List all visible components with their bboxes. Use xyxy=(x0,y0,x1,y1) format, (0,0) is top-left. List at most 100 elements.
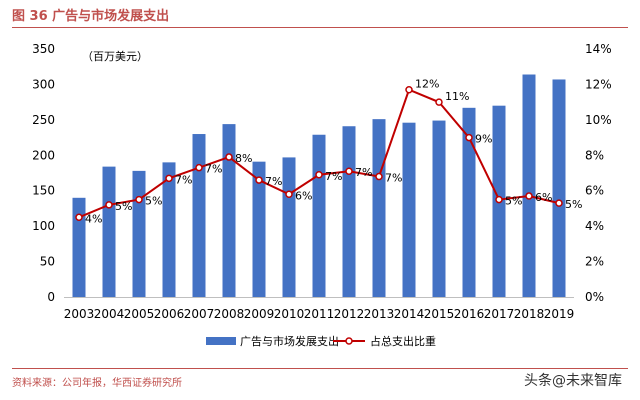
x-tick-label: 2019 xyxy=(544,307,575,321)
bar xyxy=(192,134,206,297)
data-label: 11% xyxy=(445,90,469,103)
right-tick-label: 6% xyxy=(585,184,604,198)
x-tick-label: 2017 xyxy=(484,307,515,321)
data-label: 7% xyxy=(355,166,372,179)
legend-line-marker xyxy=(345,337,353,345)
line-point xyxy=(465,133,473,142)
data-label: 9% xyxy=(475,133,492,146)
source-note: 资料来源：公司年报，华西证券研究所 xyxy=(12,378,182,389)
x-tick-label: 2018 xyxy=(514,307,545,321)
left-tick-label: 200 xyxy=(32,148,55,162)
bar xyxy=(252,161,266,297)
bar xyxy=(462,107,476,297)
x-tick-label: 2005 xyxy=(124,307,155,321)
data-label: 5% xyxy=(145,195,162,208)
line-point xyxy=(165,174,173,183)
bar xyxy=(342,126,356,297)
left-tick-label: 250 xyxy=(32,113,55,127)
line-point xyxy=(255,176,263,184)
line-point xyxy=(345,167,353,175)
right-tick-label: 2% xyxy=(585,255,604,269)
left-tick-label: 100 xyxy=(32,219,55,233)
bar xyxy=(402,122,416,297)
data-label: 5% xyxy=(505,195,522,208)
x-tick-label: 2015 xyxy=(424,307,455,321)
right-tick-label: 4% xyxy=(585,219,604,233)
unit-label: （百万美元） xyxy=(82,50,148,63)
bar xyxy=(522,74,536,297)
x-tick-label: 2012 xyxy=(334,307,365,321)
data-label: 5% xyxy=(115,200,132,213)
x-axis: 2003 2004 2005 2006 2007 2008 2009 2010 2011 2012… xyxy=(64,307,575,321)
line-point xyxy=(315,171,323,179)
legend-bar-swatch xyxy=(206,337,236,345)
right-tick-label: 8% xyxy=(585,148,604,162)
data-label: 7% xyxy=(205,163,222,176)
bar xyxy=(372,119,386,297)
data-label: 7% xyxy=(325,170,342,183)
right-axis: 0% 2% 4% 6% 8% 10% 12% 14% xyxy=(585,42,612,304)
data-label: 12% xyxy=(415,78,439,91)
footer-divider xyxy=(12,368,628,369)
line-point xyxy=(75,213,83,222)
left-tick-label: 150 xyxy=(32,184,55,198)
data-label: 7% xyxy=(175,173,192,186)
line-series: 4% 5% 5% 7% 7% 8% 7% 6% 7% 7% 7% 12% 11% 9% 5% 6% 5% xyxy=(75,78,582,225)
bar xyxy=(72,197,86,297)
right-tick-label: 10% xyxy=(585,113,612,127)
data-label: 5% xyxy=(565,198,582,211)
watermark: 头条@未来智库 xyxy=(524,373,622,389)
bar xyxy=(312,134,326,297)
x-tick-label: 2003 xyxy=(64,307,95,321)
left-tick-label: 50 xyxy=(40,255,55,269)
title-divider xyxy=(12,27,628,28)
left-tick-label: 0 xyxy=(47,290,55,304)
legend-bar-label: 广告与市场发展支出 xyxy=(240,334,339,348)
line-point xyxy=(435,98,443,106)
x-tick-label: 2006 xyxy=(154,307,185,321)
x-tick-label: 2010 xyxy=(274,307,305,321)
right-tick-label: 14% xyxy=(585,42,612,56)
line-point xyxy=(555,199,563,207)
bar xyxy=(432,120,446,298)
x-tick-label: 2004 xyxy=(94,307,125,321)
bar xyxy=(552,79,566,298)
left-axis: 0 50 100 150 200 250 300 350 xyxy=(32,42,55,304)
data-label: 4% xyxy=(85,212,102,225)
data-label: 7% xyxy=(385,172,402,185)
line-point xyxy=(135,195,143,204)
data-label: 6% xyxy=(535,191,552,204)
bar xyxy=(102,166,116,297)
left-tick-label: 350 xyxy=(32,42,55,56)
data-label: 7% xyxy=(265,175,282,188)
bar xyxy=(132,170,146,297)
bar xyxy=(222,124,236,297)
bar-series xyxy=(64,74,574,298)
data-label: 8% xyxy=(235,152,252,165)
line-point xyxy=(375,172,383,181)
data-label: 6% xyxy=(295,189,312,202)
x-tick-label: 2011 xyxy=(304,307,335,321)
x-tick-label: 2008 xyxy=(214,307,245,321)
x-tick-label: 2014 xyxy=(394,307,425,321)
x-tick-label: 2007 xyxy=(184,307,215,321)
figure-title: 图 36 广告与市场发展支出 xyxy=(12,9,170,24)
x-tick-label: 2013 xyxy=(364,307,395,321)
line-point xyxy=(525,192,533,200)
left-tick-label: 300 xyxy=(32,77,55,91)
line-point xyxy=(285,190,293,199)
bar xyxy=(282,157,296,297)
right-tick-label: 0% xyxy=(585,290,604,304)
line-point xyxy=(405,85,413,94)
bar xyxy=(162,162,176,297)
right-tick-label: 12% xyxy=(585,77,612,91)
legend-line-label: 占总支出比重 xyxy=(370,334,436,348)
legend: 广告与市场发展支出 占总支出比重 xyxy=(206,334,436,348)
x-tick-label: 2016 xyxy=(454,307,485,321)
line-point xyxy=(495,195,503,204)
x-tick-label: 2009 xyxy=(244,307,275,321)
line-point xyxy=(195,163,203,172)
line-point xyxy=(225,153,233,161)
line-point xyxy=(105,201,113,209)
